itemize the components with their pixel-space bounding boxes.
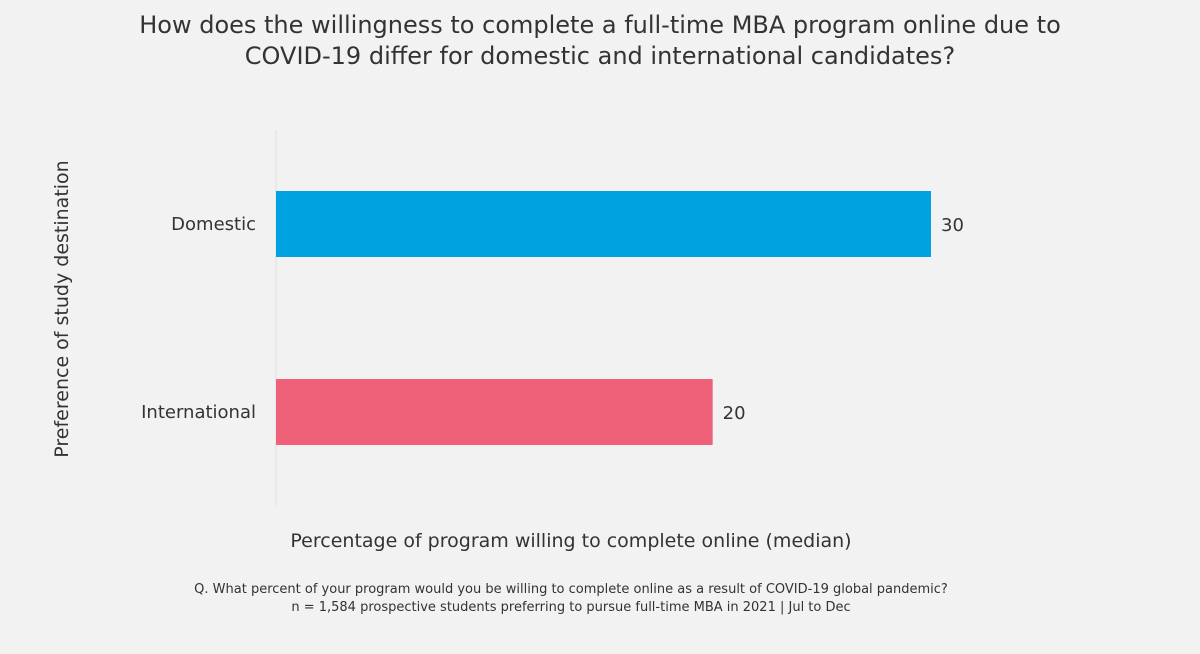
footnote-sample: n = 1,584 prospective students preferrin… — [291, 600, 851, 615]
x-axis-label: Percentage of program willing to complet… — [0, 530, 1142, 552]
data-label-domestic: 30 — [941, 215, 964, 236]
footnote-question: Q. What percent of your program would yo… — [194, 582, 948, 597]
data-label-international: 20 — [723, 403, 746, 424]
category-label-international: International — [141, 402, 256, 423]
chart-title: How does the willingness to complete a f… — [0, 10, 1200, 72]
footnote: Q. What percent of your program would yo… — [0, 581, 1142, 617]
category-label-domestic: Domestic — [171, 214, 256, 235]
bar-domestic — [276, 191, 931, 257]
chart-title-line-1: How does the willingness to complete a f… — [139, 11, 1061, 39]
x-axis-label-text: Percentage of program willing to complet… — [290, 530, 852, 552]
bar-international — [276, 379, 713, 445]
chart-title-line-2: COVID-19 differ for domestic and interna… — [244, 42, 956, 70]
